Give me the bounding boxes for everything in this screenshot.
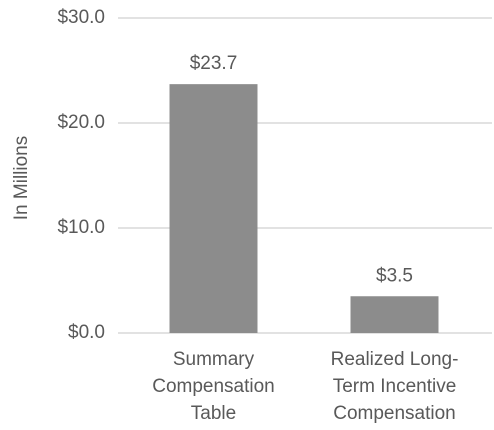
y-tick-label: $20.0 <box>57 112 105 133</box>
x-tick-label: Realized Long-Term Incentive Compensation <box>331 349 459 424</box>
data-label: $3.5 <box>376 265 413 286</box>
y-tick-label: $10.0 <box>57 217 105 238</box>
x-tick-label: Summary Compensation Table <box>152 349 275 424</box>
bar <box>350 296 439 333</box>
y-axis-label: In Millions <box>11 136 32 220</box>
y-tick-label: $0.0 <box>68 322 105 343</box>
bar <box>169 84 258 334</box>
data-label: $23.7 <box>190 53 238 74</box>
y-tick-label: $30.0 <box>57 7 105 28</box>
